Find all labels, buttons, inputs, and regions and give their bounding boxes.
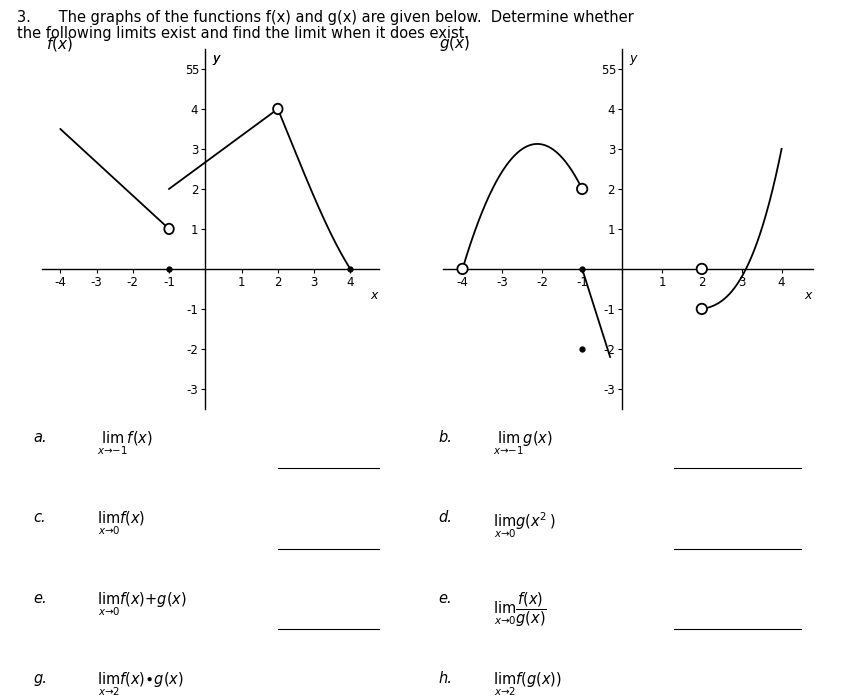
Text: 3.      The graphs of the functions f(x) and g(x) are given below.  Determine wh: 3. The graphs of the functions f(x) and … xyxy=(17,10,634,25)
Circle shape xyxy=(577,184,588,194)
Text: $\lim_{x\to 0} f(x)+g(x)$: $\lim_{x\to 0} f(x)+g(x)$ xyxy=(97,591,187,618)
Text: e.: e. xyxy=(438,591,452,605)
Circle shape xyxy=(164,224,174,234)
Text: $\lim_{x\to 0} g(x^2)$: $\lim_{x\to 0} g(x^2)$ xyxy=(493,510,556,540)
Text: g.: g. xyxy=(34,671,47,686)
Text: $y$: $y$ xyxy=(629,53,639,67)
Text: $\lim_{x\to 0} f(x)$: $\lim_{x\to 0} f(x)$ xyxy=(97,510,145,538)
Text: c.: c. xyxy=(34,510,46,525)
Circle shape xyxy=(458,264,468,274)
Text: b.: b. xyxy=(438,430,452,445)
Circle shape xyxy=(696,304,707,314)
Text: e.: e. xyxy=(34,591,47,605)
Text: d.: d. xyxy=(438,510,452,525)
Text: $y$: $y$ xyxy=(212,53,222,67)
Text: $\lim_{x\to 2} f(g(x))$: $\lim_{x\to 2} f(g(x))$ xyxy=(493,671,562,698)
Text: 5: 5 xyxy=(185,64,192,78)
Text: h.: h. xyxy=(438,671,452,686)
Circle shape xyxy=(273,103,282,114)
Text: $f(x)$: $f(x)$ xyxy=(46,35,72,53)
Text: a.: a. xyxy=(34,430,47,445)
Text: $\lim_{x\to 0}\dfrac{f(x)}{g(x)}$: $\lim_{x\to 0}\dfrac{f(x)}{g(x)}$ xyxy=(493,591,547,629)
Text: $\lim_{x\to -1} f(x)$: $\lim_{x\to -1} f(x)$ xyxy=(97,430,153,457)
Text: $y$: $y$ xyxy=(212,53,222,67)
Text: $x$: $x$ xyxy=(803,289,813,302)
Text: $g(x)$: $g(x)$ xyxy=(438,34,470,53)
Text: the following limits exist and find the limit when it does exist.: the following limits exist and find the … xyxy=(17,26,469,41)
Text: $x$: $x$ xyxy=(370,289,380,302)
Text: $\lim_{x\to -1} g(x)$: $\lim_{x\to -1} g(x)$ xyxy=(493,430,553,457)
Circle shape xyxy=(696,264,707,274)
Text: 5: 5 xyxy=(601,64,608,78)
Text: $\lim_{x\to 2} f(x)\bullet g(x)$: $\lim_{x\to 2} f(x)\bullet g(x)$ xyxy=(97,671,184,698)
